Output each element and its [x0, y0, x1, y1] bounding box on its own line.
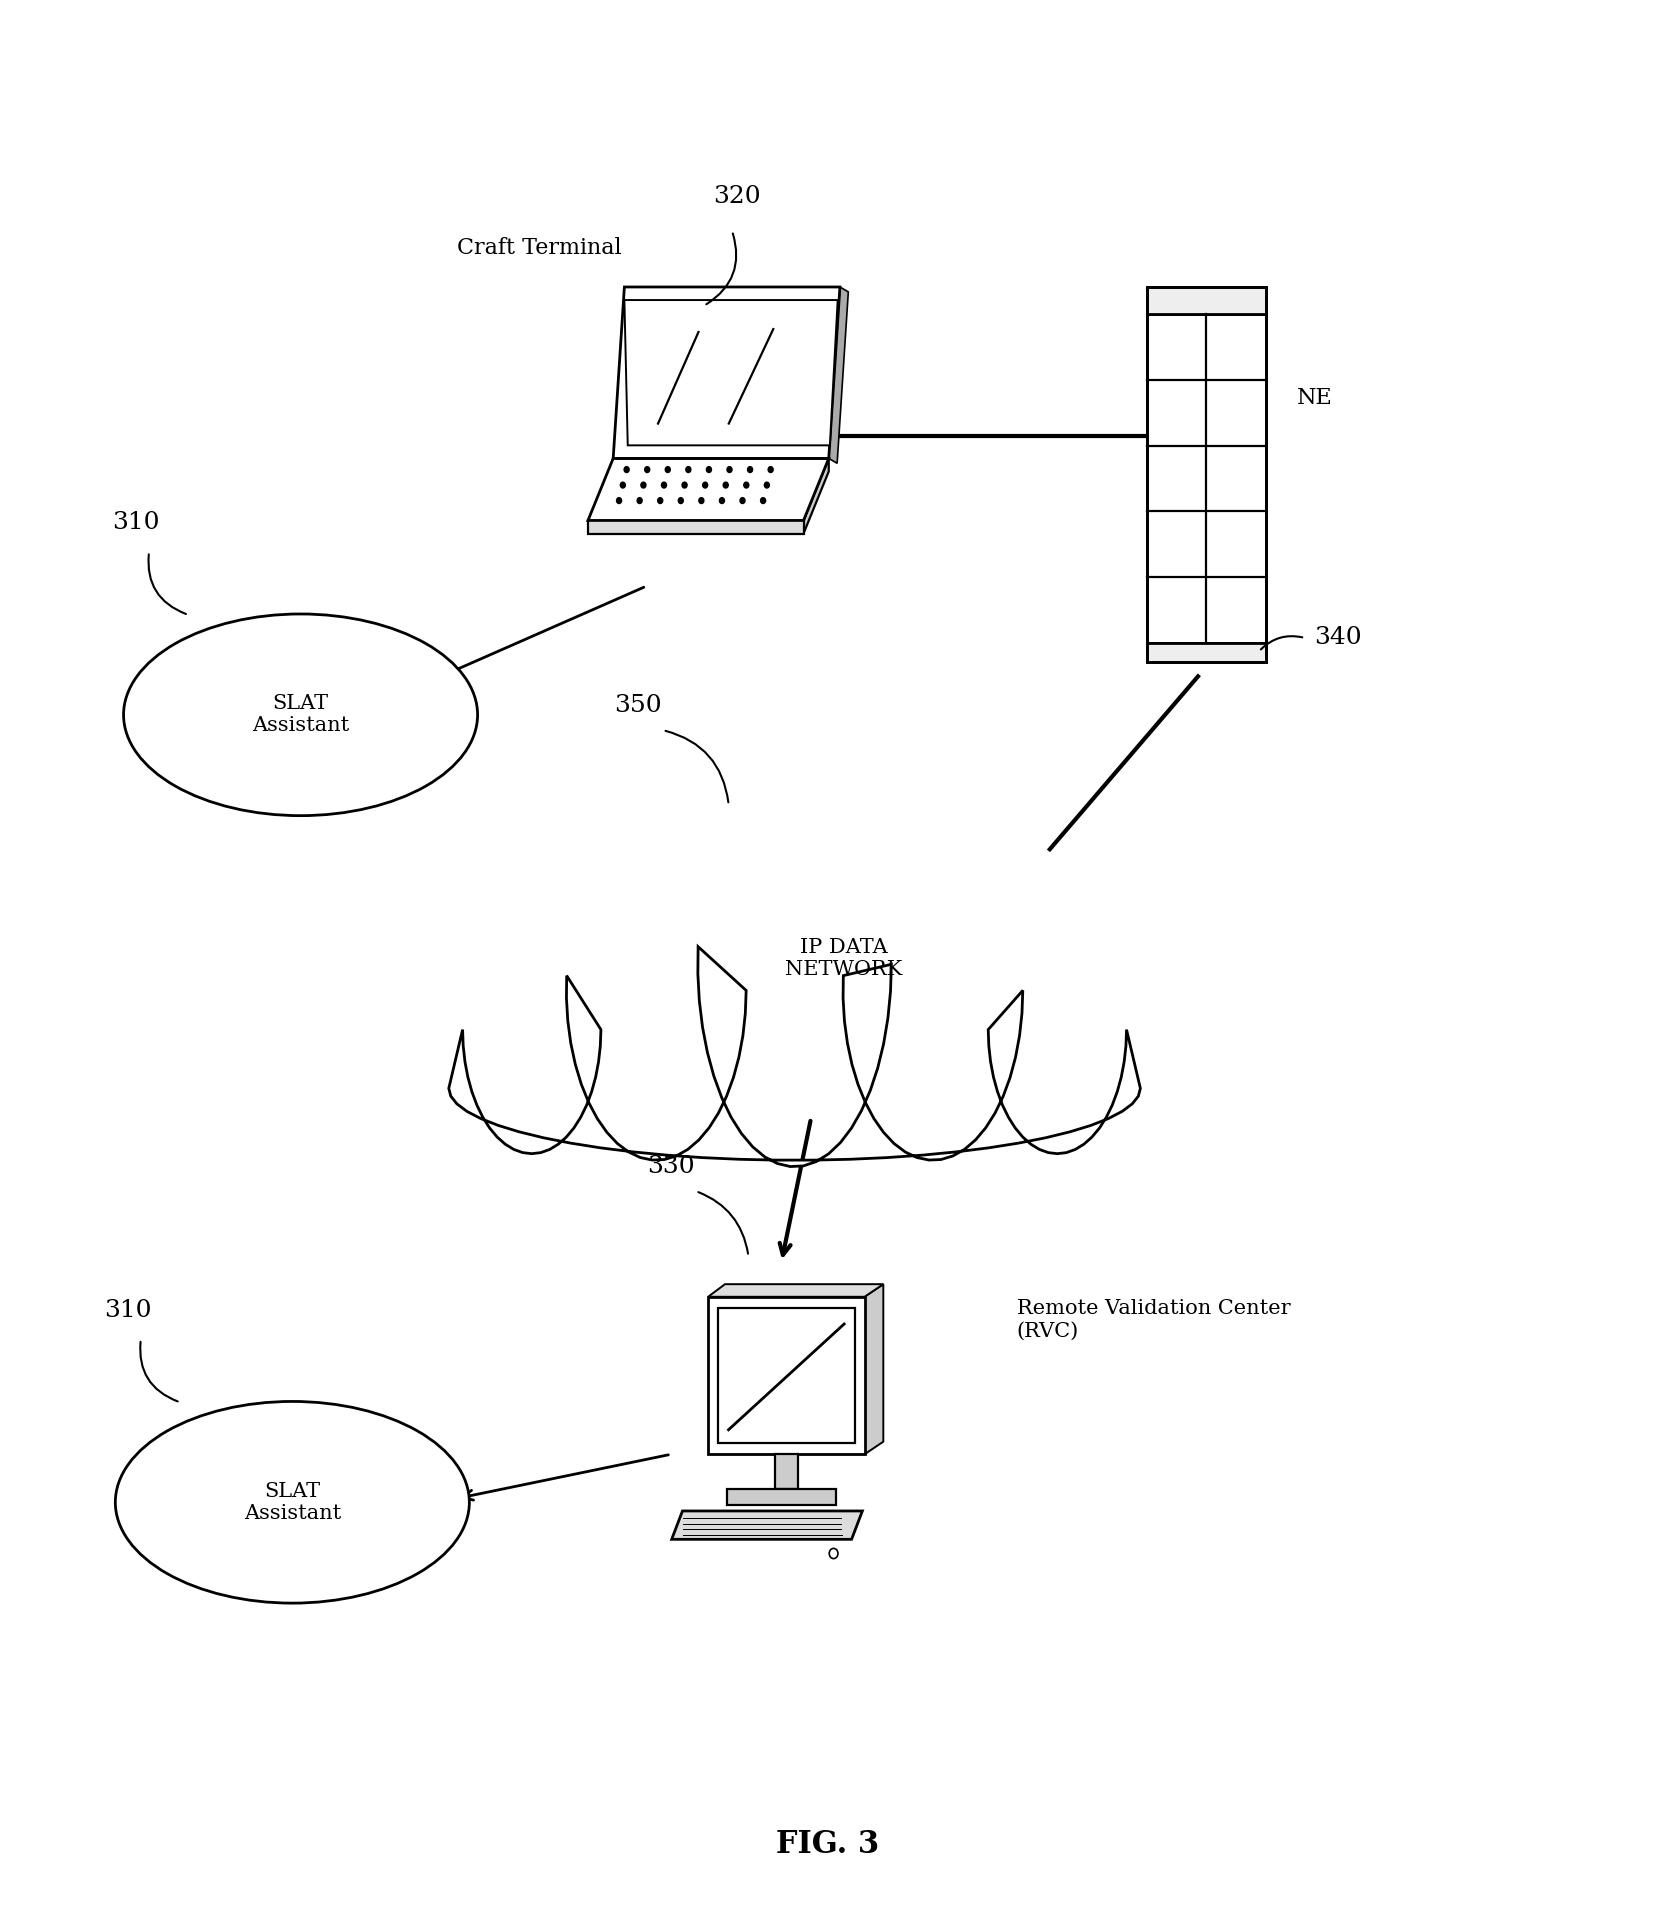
Polygon shape [1147, 642, 1266, 662]
Polygon shape [1147, 314, 1266, 642]
Text: 310: 310 [113, 511, 159, 534]
Circle shape [682, 482, 687, 488]
Text: FIG. 3: FIG. 3 [776, 1829, 879, 1860]
Circle shape [748, 467, 753, 473]
Circle shape [707, 467, 712, 473]
Circle shape [637, 498, 642, 503]
Circle shape [685, 467, 690, 473]
Circle shape [727, 467, 732, 473]
Polygon shape [775, 1454, 798, 1489]
Circle shape [657, 498, 662, 503]
Text: 330: 330 [647, 1155, 695, 1179]
Text: IP DATA
NETWORK: IP DATA NETWORK [786, 937, 902, 980]
Text: SLAT
Assistant: SLAT Assistant [243, 1481, 341, 1522]
Polygon shape [864, 1285, 884, 1454]
Circle shape [720, 498, 725, 503]
Text: NE: NE [1298, 388, 1332, 409]
Text: 310: 310 [104, 1298, 151, 1321]
Ellipse shape [116, 1402, 470, 1603]
Polygon shape [588, 459, 829, 521]
Circle shape [768, 467, 773, 473]
Circle shape [621, 482, 626, 488]
Polygon shape [708, 1285, 884, 1296]
Circle shape [662, 482, 667, 488]
Circle shape [617, 498, 622, 503]
Text: Craft Terminal: Craft Terminal [457, 237, 622, 258]
Circle shape [829, 1549, 837, 1559]
Circle shape [765, 482, 770, 488]
Polygon shape [449, 947, 1140, 1167]
Polygon shape [1147, 287, 1266, 314]
Circle shape [698, 498, 703, 503]
Polygon shape [708, 1296, 864, 1454]
Circle shape [665, 467, 670, 473]
Polygon shape [588, 521, 804, 534]
Circle shape [740, 498, 745, 503]
Circle shape [624, 467, 629, 473]
Text: 340: 340 [1314, 627, 1362, 650]
Circle shape [723, 482, 728, 488]
Polygon shape [718, 1308, 856, 1443]
Polygon shape [624, 301, 837, 446]
Polygon shape [829, 287, 849, 463]
Circle shape [761, 498, 766, 503]
Circle shape [645, 467, 650, 473]
Polygon shape [672, 1510, 862, 1539]
Circle shape [679, 498, 684, 503]
Circle shape [703, 482, 708, 488]
Text: 350: 350 [614, 694, 662, 718]
Text: Remote Validation Center
(RVC): Remote Validation Center (RVC) [1016, 1300, 1291, 1341]
Polygon shape [804, 459, 829, 534]
Polygon shape [727, 1489, 836, 1505]
Circle shape [743, 482, 748, 488]
Text: SLAT
Assistant: SLAT Assistant [252, 694, 349, 735]
Circle shape [640, 482, 645, 488]
Polygon shape [614, 287, 841, 459]
Text: 320: 320 [713, 185, 761, 208]
Ellipse shape [124, 613, 478, 816]
